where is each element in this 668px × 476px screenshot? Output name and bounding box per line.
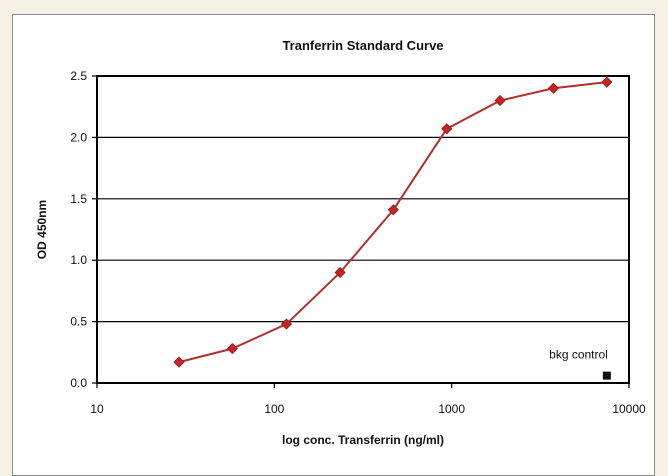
bkg-control-marker — [602, 371, 611, 380]
y-tick-label: 1.0 — [70, 253, 87, 267]
x-tick-label: 1000 — [438, 402, 465, 416]
bkg-control-label: bkg control — [549, 348, 608, 362]
x-tick-label: 10 — [90, 402, 104, 416]
x-tick-label: 10000 — [612, 402, 646, 416]
annotations: bkg control — [549, 348, 611, 380]
y-tick-label: 2.5 — [70, 69, 87, 83]
data-point — [334, 266, 346, 279]
tick-labels: 0.0 0.5 1.0 1.5 2.0 2.5 10 100 1000 10000 — [70, 69, 646, 416]
data-point — [547, 82, 560, 94]
series — [173, 76, 613, 368]
x-tick-label: 100 — [264, 402, 284, 416]
y-tick-label: 0.5 — [70, 315, 87, 329]
data-point — [387, 204, 399, 216]
chart: Tranferrin Standard Curve 0.0 0.5 1.0 1.5 2.… — [35, 38, 646, 447]
data-point — [173, 356, 185, 368]
y-tick-label: 0.0 — [70, 376, 87, 390]
chart-frame: Tranferrin Standard Curve 0.0 0.5 1.0 1.5 2.… — [12, 14, 655, 476]
series-line — [178, 81, 607, 364]
y-tick-label: 1.5 — [70, 192, 87, 206]
data-point — [601, 76, 613, 88]
data-point — [494, 94, 506, 107]
x-axis-label: log conc. Transferrin (ng/ml) — [282, 433, 444, 447]
y-axis-label: OD 450nm — [35, 200, 49, 259]
chart-title: Tranferrin Standard Curve — [282, 38, 443, 53]
data-point — [226, 343, 238, 355]
grid-lines — [97, 75, 629, 323]
y-tick-label: 2.0 — [70, 130, 87, 144]
plot-area-border — [96, 75, 630, 384]
axes — [92, 75, 630, 388]
data-point — [441, 123, 453, 135]
data-point — [280, 318, 292, 330]
